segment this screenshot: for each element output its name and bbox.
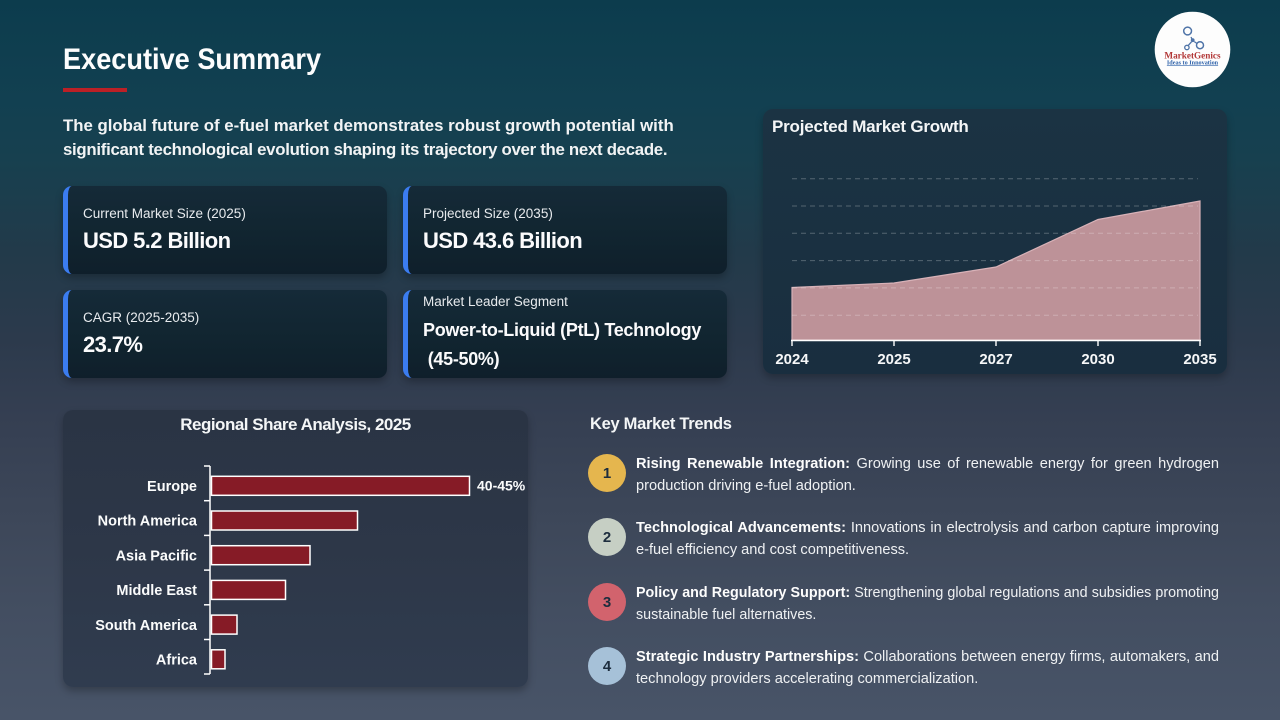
svg-text:2030: 2030 <box>1081 351 1114 368</box>
svg-text:2025: 2025 <box>877 351 910 368</box>
svg-text:2024: 2024 <box>775 351 809 368</box>
svg-text:Asia Pacific: Asia Pacific <box>116 548 197 564</box>
svg-text:Africa: Africa <box>156 653 198 669</box>
svg-text:South America: South America <box>95 618 198 634</box>
svg-text:Europe: Europe <box>147 479 197 495</box>
svg-text:2035: 2035 <box>1183 351 1216 368</box>
svg-text:MarketGenics: MarketGenics <box>1164 51 1221 61</box>
svg-text:North America: North America <box>98 514 198 530</box>
svg-text:2027: 2027 <box>979 351 1012 368</box>
svg-text:Middle East: Middle East <box>116 583 197 599</box>
svg-text:40-45%: 40-45% <box>477 478 526 494</box>
svg-text:Ideas to Innovation: Ideas to Innovation <box>1167 59 1219 66</box>
